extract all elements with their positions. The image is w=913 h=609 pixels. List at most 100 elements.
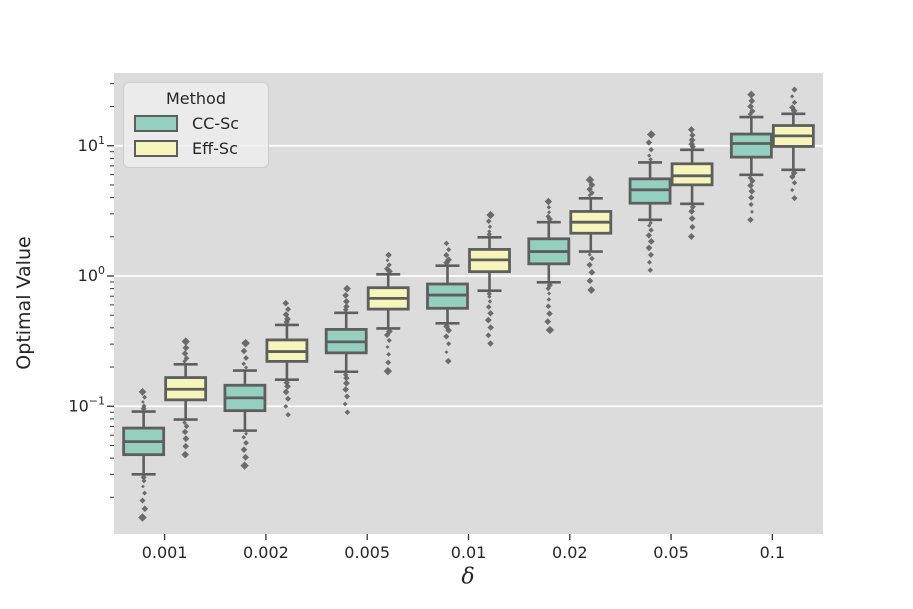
box-CC-Sc-0.05-fliers-high [647,153,652,158]
box-Eff-Sc-0.005-fliers-low [386,352,391,357]
box-Eff-Sc-0.1-fliers-low [791,180,798,186]
box-Eff-Sc-0.001-fliers-low [182,435,190,443]
eff-sc-swatch-icon [134,140,178,157]
box-Eff-Sc-0.1-fliers-low [791,195,798,202]
box-Eff-Sc-0.005-fliers-high [385,258,390,263]
box-Eff-Sc-0.02-fliers-high [586,186,593,193]
box-Eff-Sc-0.1-fliers-high [791,86,798,93]
box-CC-Sc-0.001-fliers-high [141,403,147,409]
box-CC-Sc-0.01-fliers-low [443,333,450,340]
box-Eff-Sc-0.002-fliers-low [285,412,291,418]
box-CC-Sc-0.1-fliers-low [748,201,754,208]
box-CC-Sc-0.002-fliers-low [244,431,249,436]
box-Eff-Sc-0.02-fliers-high [589,190,595,196]
box-CC-Sc-0.005-fliers-low [343,374,350,382]
box-Eff-Sc-0.02-fliers-low [587,252,592,257]
box-CC-Sc-0.1-fliers-low [748,194,755,201]
box-Eff-Sc-0.02-fliers-low [588,268,596,276]
box-CC-Sc-0.001-fliers-high [138,387,147,396]
box-CC-Sc-0.002-fliers-high [243,355,249,361]
box-CC-Sc-0.02-fliers-low [544,318,552,325]
box-CC-Sc-0.05-fliers-high [646,130,656,139]
box-CC-Sc-0.1-fliers-low [750,209,754,214]
box-CC-Sc-0.005-fliers-high [343,284,351,293]
box-CC-Sc-0.002-fliers-low [243,440,249,446]
box-CC-Sc-0.05-fliers-low [648,227,654,233]
box-Eff-Sc-0.005-fliers-low [385,359,392,366]
box-CC-Sc-0.05-fliers-low [645,232,653,239]
box-Eff-Sc-0.1-fliers-low [789,173,796,180]
box-CC-Sc-0.001-fliers-low [142,490,148,496]
x-tick-label: 0.001 [142,543,188,562]
box-CC-Sc-0.01-fliers-high [446,247,452,253]
box-CC-Sc-0.1-fliers-high [748,97,756,105]
box-Eff-Sc-0.002-fliers-low [285,395,291,402]
box-Eff-Sc-0.05-fliers-low [688,208,696,215]
box-CC-Sc-0.01-fliers-high [443,252,450,259]
box-Eff-Sc-0.05-fliers-low [687,233,695,241]
box-Eff-Sc-0.001-fliers-high [182,344,190,352]
box-Eff-Sc-0.005-fliers-high [386,262,392,268]
box-Eff-Sc-0.05-fliers-low [688,215,696,222]
box-CC-Sc-0.05-fliers-low [647,267,654,273]
legend: Method CC-Sc Eff-Sc [123,82,269,168]
box-Eff-Sc-0.01-fliers-high [486,231,492,238]
box-Eff-Sc-0.05-fliers-high [688,136,696,144]
box-CC-Sc-0.02-fliers-high [546,216,553,223]
box-Eff-Sc-0.01-fliers-high [485,218,492,225]
box-Eff-Sc-0.001-fliers-low [182,443,190,450]
box-CC-Sc-0.01-fliers-high [443,240,450,247]
box-CC-Sc-0.005-fliers-low [342,401,348,407]
box-Eff-Sc-0.05-fliers-high [687,126,695,134]
box-Eff-Sc-0.01-fliers-low [485,332,492,339]
legend-item-eff-sc: Eff-Sc [134,139,258,158]
x-tick-label: 0.02 [552,543,588,562]
legend-item-cc-sc: CC-Sc [134,114,258,133]
box-CC-Sc-0.05-fliers-low [645,244,653,252]
box-CC-Sc-0.05-fliers-low [647,237,655,245]
box-Eff-Sc-0.001-fliers-high [182,359,187,364]
box-Eff-Sc-0.01-fliers-low [487,324,494,331]
box-Eff-Sc-0.001-fliers-high [181,350,189,357]
box-CC-Sc-0.005-fliers-low [342,386,349,393]
box-Eff-Sc-0.01-fliers-low [487,294,492,299]
box-CC-Sc-0.001-fliers-low [138,513,147,522]
box-Eff-Sc-0.01-fliers-low [487,310,494,317]
box-CC-Sc-0.001-fliers-low [141,484,145,489]
box-CC-Sc-0.05-fliers-low [647,259,652,265]
y-tick-label: 100 [78,264,105,285]
box-CC-Sc-0.001-fliers-high [141,400,145,404]
box-CC-Sc-0.002-fliers-high [240,347,248,355]
box-CC-Sc-0.005-fliers-high [343,303,350,310]
box-CC-Sc-0.02-fliers-high [547,210,552,215]
box-CC-Sc-0.005-fliers-high [342,292,349,299]
box-Eff-Sc-0.05-fliers-low [689,203,696,210]
x-tick-label: 0.01 [451,543,487,562]
box-Eff-Sc-0.01-fliers-low [485,304,492,310]
cc-sc-swatch-icon [134,115,178,132]
box-CC-Sc-0.1-fliers-low [749,177,756,184]
box-CC-Sc-0.05-fliers-high [648,146,654,153]
box-CC-Sc-0.002-fliers-high [241,361,247,367]
box-CC-Sc-0.005-fliers-low [343,379,350,387]
y-tick-label: 101 [78,134,105,155]
x-tick-label: 0.1 [760,543,785,562]
box-CC-Sc-0.1-fliers-high [747,90,756,99]
box-Eff-Sc-0.01-fliers-low [484,316,492,324]
box-CC-Sc-0.01-fliers-low [444,357,452,365]
box-Eff-Sc-0.02-fliers-low [586,261,593,269]
box-Eff-Sc-0.001-fliers-low [183,423,190,430]
box-Eff-Sc-0.02-fliers-high [585,175,595,185]
box-CC-Sc-0.1 [729,132,773,159]
box-CC-Sc-0.005-fliers-low [342,372,349,378]
box-Eff-Sc-0.005-fliers-low [383,366,393,376]
box-CC-Sc-0.01-fliers-low [445,326,452,334]
box-CC-Sc-0.02-fliers-high [545,213,551,220]
legend-label-cc-sc: CC-Sc [192,114,240,133]
box-Eff-Sc-0.002-fliers-high [285,306,291,313]
box-CC-Sc-0.005-fliers-low [344,409,351,415]
box-Eff-Sc-0.1-fliers-low [790,187,795,193]
box-CC-Sc-0.01-fliers-high [443,259,450,267]
box-CC-Sc-0.05-fliers-high [648,157,653,162]
box-Eff-Sc-0.1-fliers-high [789,104,796,111]
